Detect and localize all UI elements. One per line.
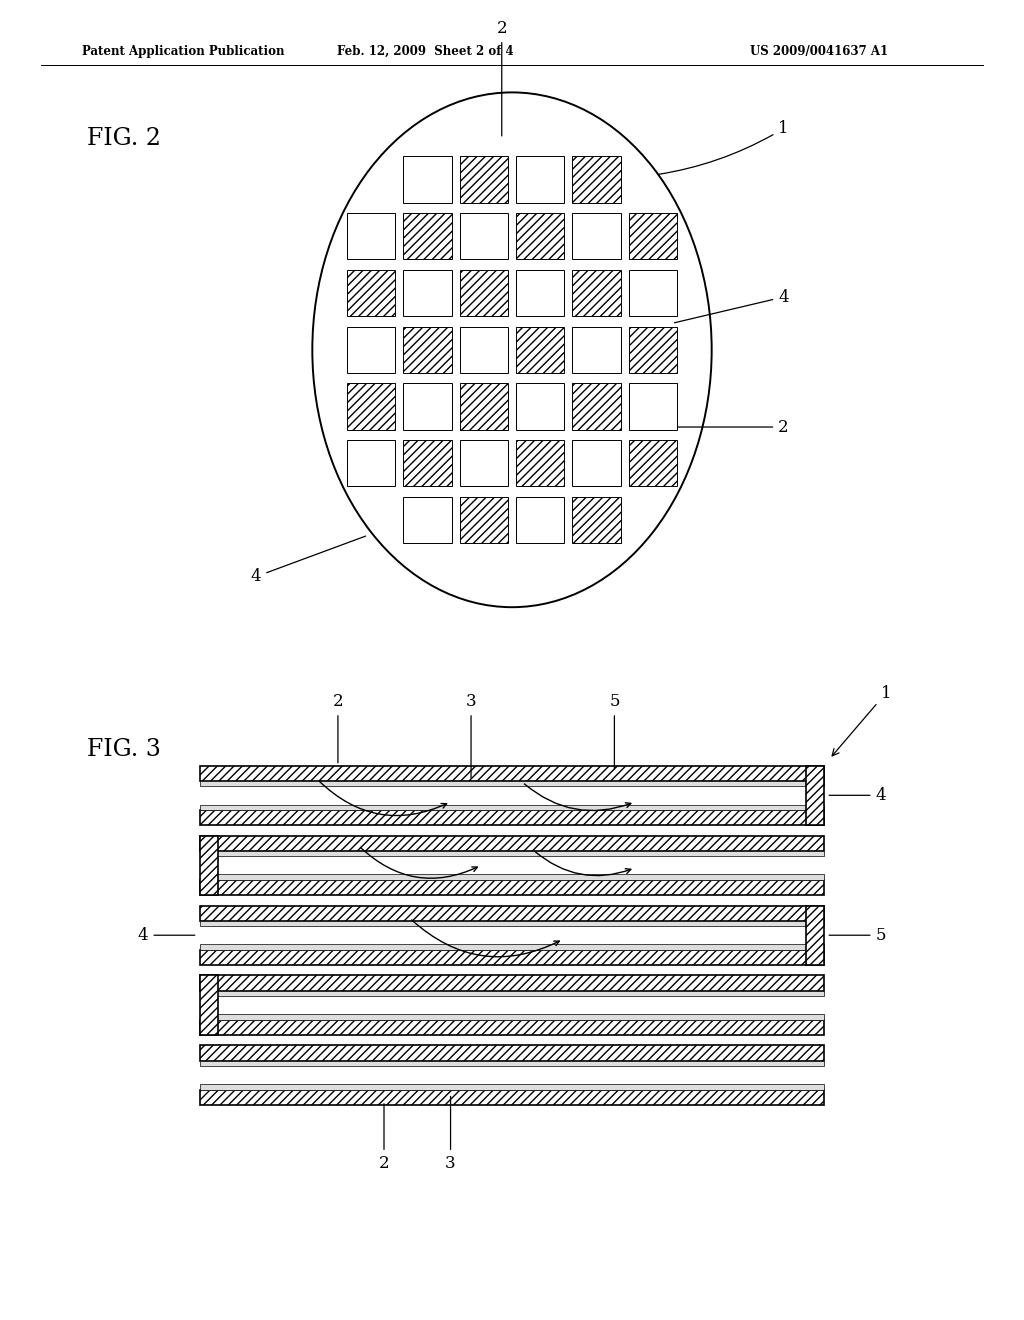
Bar bbox=[200, 809, 824, 825]
Bar bbox=[200, 1045, 824, 1061]
Bar bbox=[200, 975, 824, 990]
Bar bbox=[347, 441, 395, 487]
Text: 4: 4 bbox=[138, 927, 195, 944]
Bar bbox=[347, 271, 395, 317]
Bar bbox=[460, 496, 508, 544]
Bar bbox=[629, 383, 677, 430]
Bar bbox=[347, 383, 395, 430]
Bar bbox=[572, 271, 621, 317]
Bar bbox=[403, 496, 452, 544]
Bar bbox=[200, 1061, 824, 1067]
Bar bbox=[460, 156, 508, 202]
Bar bbox=[347, 326, 395, 372]
Bar bbox=[516, 326, 564, 372]
Text: US 2009/0041637 A1: US 2009/0041637 A1 bbox=[751, 45, 888, 58]
Text: 3: 3 bbox=[445, 1097, 456, 1172]
Bar bbox=[629, 271, 677, 317]
Text: Patent Application Publication: Patent Application Publication bbox=[82, 45, 285, 58]
Text: FIG. 2: FIG. 2 bbox=[87, 127, 161, 150]
Text: 2: 2 bbox=[671, 418, 788, 436]
Bar bbox=[806, 766, 824, 825]
Bar bbox=[200, 906, 824, 921]
Bar bbox=[629, 441, 677, 487]
Bar bbox=[200, 1084, 824, 1090]
Bar bbox=[200, 950, 824, 965]
Bar bbox=[516, 441, 564, 487]
Bar bbox=[403, 271, 452, 317]
Bar bbox=[200, 1090, 824, 1105]
Bar bbox=[200, 975, 218, 1035]
Bar bbox=[200, 1019, 824, 1035]
Bar bbox=[572, 383, 621, 430]
Text: 2: 2 bbox=[333, 693, 343, 763]
Text: 2: 2 bbox=[379, 1104, 389, 1172]
Bar bbox=[516, 271, 564, 317]
Bar bbox=[806, 906, 824, 965]
Bar bbox=[572, 214, 621, 260]
Bar bbox=[516, 214, 564, 260]
Bar bbox=[460, 441, 508, 487]
Text: Feb. 12, 2009  Sheet 2 of 4: Feb. 12, 2009 Sheet 2 of 4 bbox=[337, 45, 513, 58]
Bar bbox=[200, 766, 824, 780]
Bar bbox=[403, 214, 452, 260]
Bar bbox=[200, 836, 824, 850]
Bar bbox=[460, 214, 508, 260]
Bar bbox=[200, 944, 824, 950]
Bar bbox=[200, 780, 824, 787]
Bar bbox=[200, 836, 218, 895]
Bar bbox=[572, 156, 621, 202]
Bar bbox=[460, 383, 508, 430]
Text: 4: 4 bbox=[675, 289, 788, 323]
Text: 4: 4 bbox=[251, 536, 366, 585]
Bar bbox=[403, 156, 452, 202]
Text: 5: 5 bbox=[829, 927, 886, 944]
Bar bbox=[200, 1014, 824, 1019]
Text: 3: 3 bbox=[466, 693, 476, 777]
Bar bbox=[629, 214, 677, 260]
Text: 4: 4 bbox=[829, 787, 886, 804]
Bar bbox=[403, 441, 452, 487]
Bar bbox=[403, 383, 452, 430]
Bar bbox=[200, 990, 824, 997]
Bar bbox=[629, 326, 677, 372]
Bar bbox=[516, 496, 564, 544]
Bar bbox=[460, 271, 508, 317]
Bar bbox=[572, 326, 621, 372]
Bar bbox=[200, 850, 824, 857]
Text: FIG. 3: FIG. 3 bbox=[87, 738, 161, 762]
Text: 1: 1 bbox=[833, 685, 891, 756]
Bar bbox=[403, 326, 452, 372]
Bar bbox=[200, 804, 824, 809]
Bar bbox=[516, 383, 564, 430]
Bar bbox=[572, 441, 621, 487]
Bar bbox=[516, 156, 564, 202]
Bar bbox=[200, 879, 824, 895]
Bar bbox=[572, 496, 621, 544]
Text: 1: 1 bbox=[658, 120, 788, 174]
Text: 5: 5 bbox=[609, 693, 620, 770]
Bar bbox=[200, 874, 824, 879]
Bar bbox=[347, 214, 395, 260]
Text: 2: 2 bbox=[497, 20, 507, 136]
Bar bbox=[460, 326, 508, 372]
Bar bbox=[200, 921, 824, 927]
